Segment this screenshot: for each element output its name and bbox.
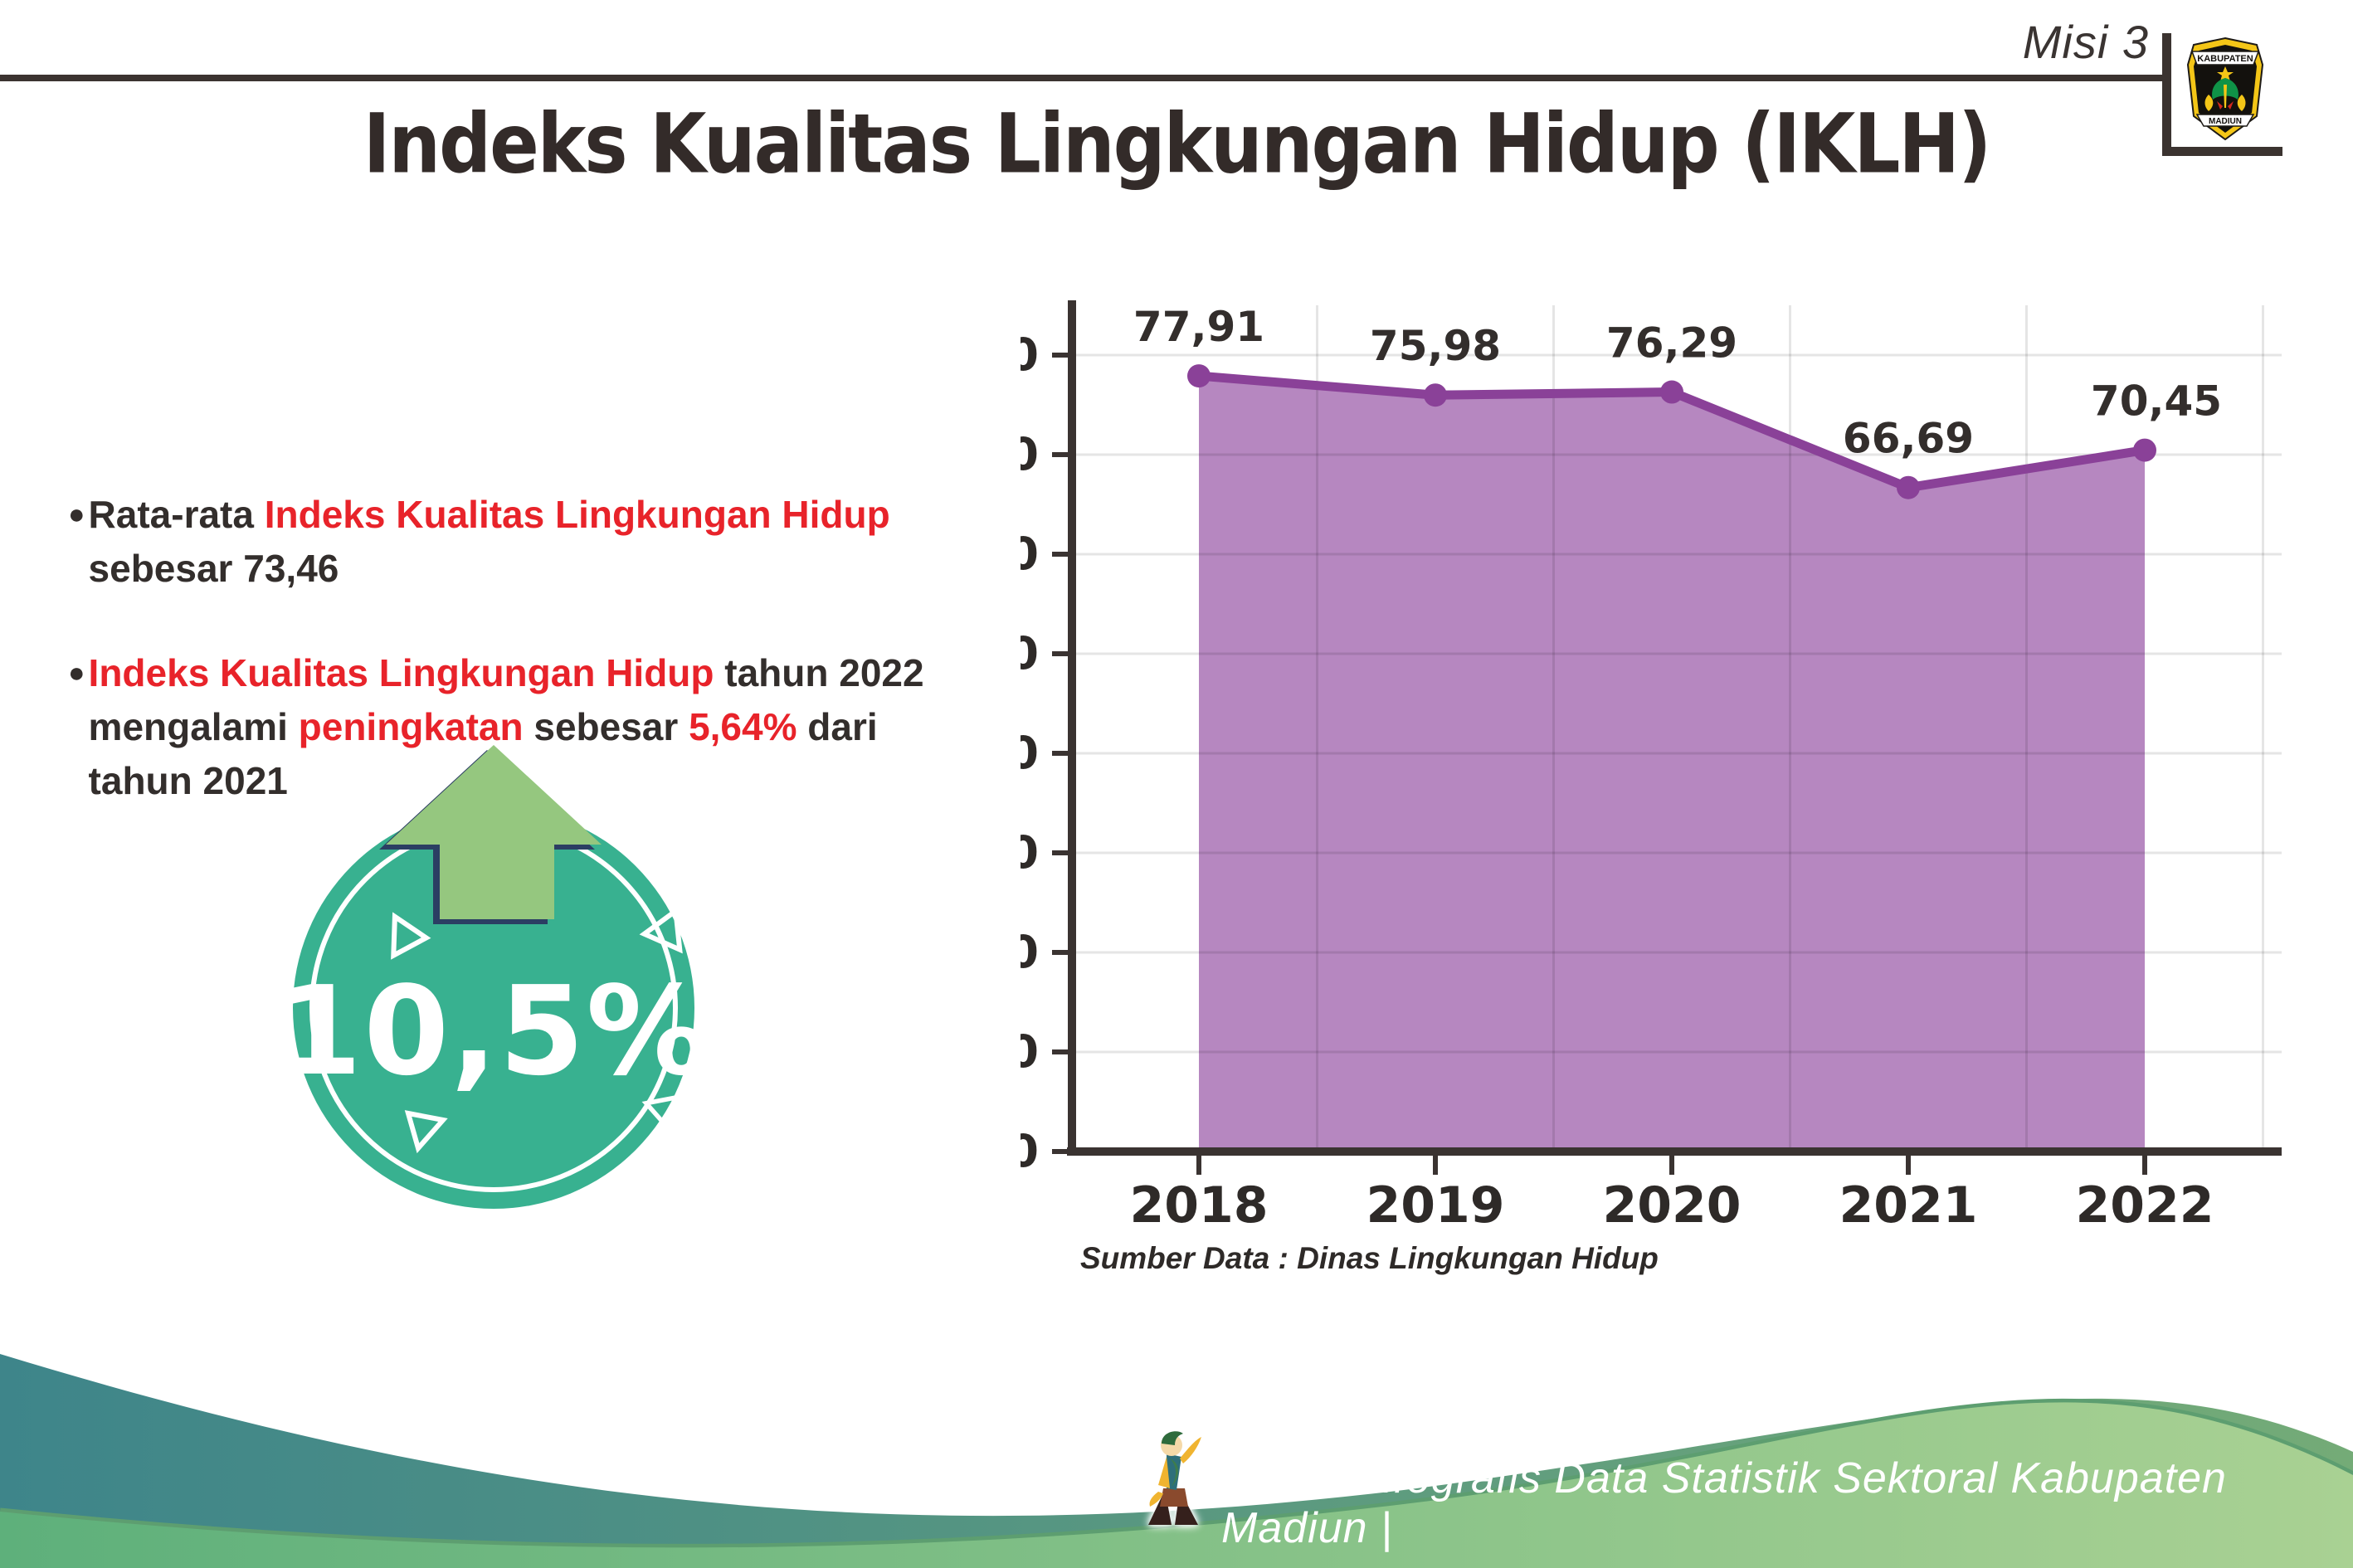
data-label: 70,45 [2091,377,2222,426]
y-tick-label: 10 [1021,1025,1039,1078]
data-point [1424,383,1447,407]
sparkle-icon [404,1110,448,1154]
y-tick-label: 80 [1021,329,1039,381]
badge-circle: 10,5% [276,807,709,1209]
logo-frame-vertical [2162,33,2171,156]
data-label: 75,98 [1370,322,1501,370]
bullet-text: Rata-rata Indeks Kualitas Lingkungan Hid… [89,488,931,597]
misi-label: Misi 3 [2022,16,2149,68]
bullet-average-iklh: ● Rata-rata Indeks Kualitas Lingkungan H… [68,488,931,597]
bullet-segment-dark: dari tahun 2021 [88,704,878,803]
logo-frame-horizontal [2162,147,2282,156]
y-tick-label: 40 [1021,727,1039,779]
data-label: 66,69 [1843,415,1974,463]
logo-bottom-banner: MADIUN [2209,117,2242,126]
up-arrow-icon [379,745,602,924]
y-tick-label: 30 [1021,826,1039,879]
data-source-caption: Sumber Data : Dinas Lingkungan Hidup [1080,1241,1659,1275]
chart-area: 0 10 20 30 40 50 60 70 80 2018 2019 2020 2021 2022 77,… [977,274,2323,1294]
x-tick-label: 2019 [1366,1176,1505,1234]
bullet-segment-red: Indeks Kualitas Lingkungan Hidup [88,650,714,694]
bullet-increase-iklh: ● Indeks Kualitas Lingkungan Hidup tahun… [68,646,931,809]
increase-badge: 10,5% [276,737,709,1218]
y-tick-label: 50 [1021,627,1039,679]
bullet-marker: ● [68,499,85,530]
wave-green-band [0,1402,2353,1568]
bullet-segment-dark: sebesar [523,704,689,748]
x-tick-label: 2020 [1603,1176,1742,1234]
logo-top-banner: KABUPATEN [2197,54,2253,64]
bullet-segment-red: Indeks Kualitas Lingkungan Hidup [264,493,890,536]
bullet-text: Indeks Kualitas Lingkungan Hidup tahun 2… [89,646,931,809]
area-fill [1199,376,2145,1152]
bullet-marker: ● [68,656,85,689]
bullet-segment-red: peningkatan [298,704,524,748]
data-point [1660,380,1683,404]
logo-star [2217,66,2234,81]
summary-bullets: ● Rata-rata Indeks Kualitas Lingkungan H… [68,488,931,859]
bullet-segment-dark: tahun 2022 mengalami [88,650,924,748]
footer-wave [0,1354,2353,1568]
y-tick-label: 60 [1021,528,1039,580]
data-label: 77,91 [1133,303,1264,351]
sparkle-icon [639,906,683,954]
bullet-segment-red: 5,64% [689,704,797,748]
data-point [2133,438,2156,462]
kabupaten-madiun-logo: KABUPATEN MADIUN [2186,37,2264,141]
y-tick-label: 0 [1021,1125,1039,1177]
bullet-segment-dark: Rata-rata [88,493,265,536]
data-point [1897,475,1920,499]
page-title: Indeks Kualitas Lingkungan Hidup (IKLH) [363,95,1992,192]
data-point [1187,364,1211,388]
y-tick-label: 70 [1021,428,1039,480]
footer-credit: Media Infografis Data Statistik Sektoral… [1221,1454,2227,1552]
x-tick-label: 2022 [2076,1176,2214,1234]
y-tick-label: 20 [1021,926,1039,978]
iklh-area-chart: 0 10 20 30 40 50 60 70 80 2018 2019 2020 2021 2022 77,… [977,300,2282,1234]
sparkle-icon [641,1093,682,1134]
badge-percentage: 10,5% [276,960,711,1103]
x-tick-label: 2021 [1839,1176,1978,1234]
data-label: 76,29 [1606,319,1737,368]
header-rule [0,75,2167,81]
mascot-logo [1148,1431,1201,1525]
sparkle-icon [391,912,431,960]
bullet-segment-dark: sebesar 73,46 [88,547,339,591]
x-tick-label: 2018 [1130,1176,1269,1234]
